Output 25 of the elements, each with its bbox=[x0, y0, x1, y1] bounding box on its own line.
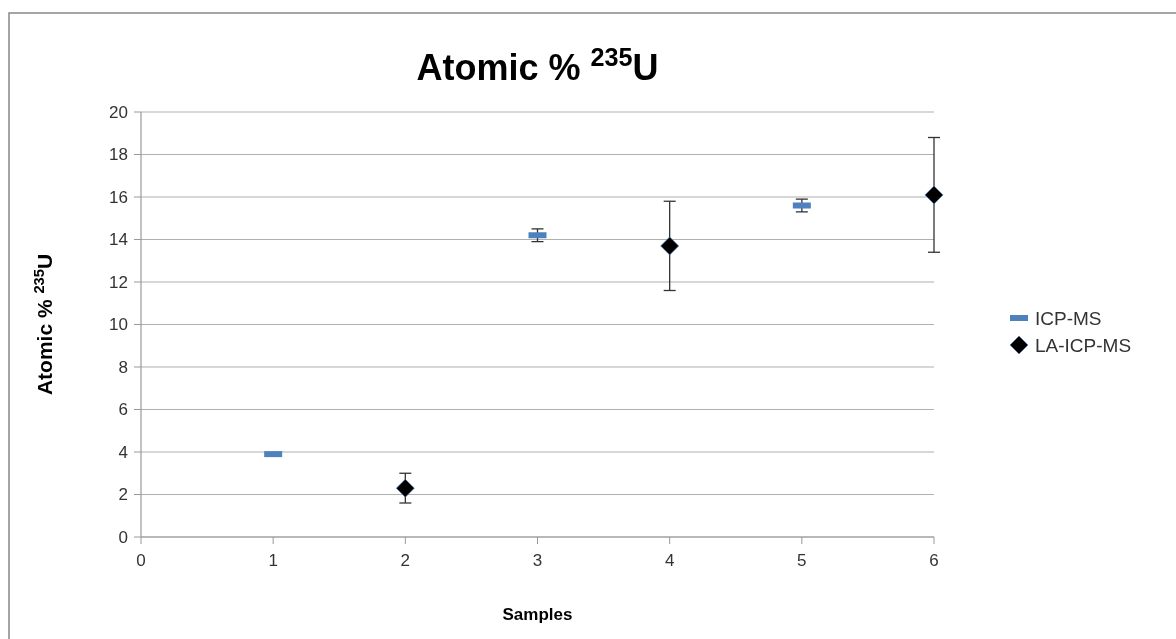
chart-title: Atomic % $^{235}$U bbox=[416, 43, 659, 88]
x-axis-title: Samples bbox=[502, 605, 573, 624]
x-tick-label: 1 bbox=[268, 551, 278, 570]
x-tick-label: 6 bbox=[929, 551, 939, 570]
point bbox=[660, 236, 679, 256]
y-tick-label: 16 bbox=[109, 187, 128, 207]
y-tick-label: 12 bbox=[109, 272, 128, 292]
point bbox=[396, 478, 415, 498]
x-tick-label: 5 bbox=[797, 551, 807, 570]
legend-label: ICP-MS bbox=[1035, 307, 1102, 329]
x-tick-label: 4 bbox=[664, 551, 675, 570]
y-tick-label: 18 bbox=[109, 145, 128, 165]
legend-label: LA-ICP-MS bbox=[1035, 334, 1132, 356]
x-tick-label: 0 bbox=[136, 551, 146, 570]
y-tick-label: 20 bbox=[109, 102, 128, 122]
y-tick-label: 14 bbox=[109, 230, 128, 250]
x-tick-label: 2 bbox=[400, 551, 411, 570]
x-tick-label: 3 bbox=[532, 551, 543, 570]
y-tick-label: 8 bbox=[118, 357, 128, 377]
point bbox=[924, 185, 944, 205]
y-tick-label: 10 bbox=[109, 315, 128, 335]
y-tick-label: 2 bbox=[118, 485, 128, 505]
y-tick-label: 6 bbox=[118, 400, 128, 420]
y-tick-label: 4 bbox=[118, 442, 128, 462]
y-tick-label: 0 bbox=[118, 527, 128, 547]
